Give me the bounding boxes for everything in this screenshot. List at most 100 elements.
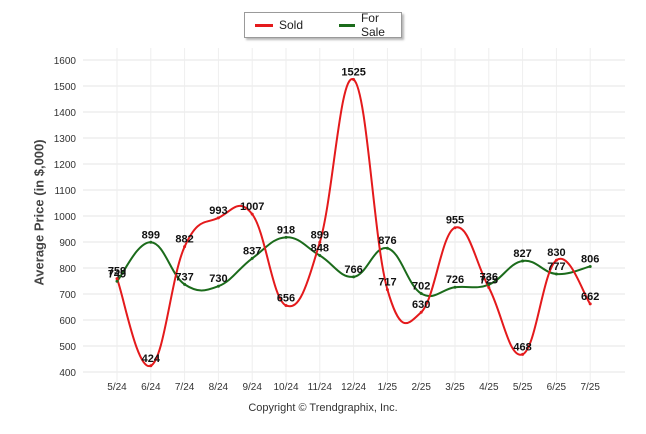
x-tick-label: 9/24: [242, 382, 262, 393]
x-tick-label: 4/25: [479, 382, 499, 393]
data-label-for-sale: 777: [547, 261, 565, 273]
data-label-sold: 1007: [240, 201, 264, 213]
data-label-sold: 717: [378, 277, 396, 289]
data-point-for-sale: [487, 283, 491, 287]
x-tick-label: 5/24: [107, 382, 127, 393]
data-point-for-sale: [318, 254, 322, 258]
data-label-for-sale: 899: [142, 229, 160, 241]
data-point-sold: [216, 216, 220, 220]
data-label-sold: 424: [142, 353, 161, 365]
data-point-for-sale: [183, 282, 187, 286]
legend-item-sold: Sold: [255, 18, 303, 32]
data-point-for-sale: [588, 264, 592, 268]
data-point-for-sale: [284, 235, 288, 239]
data-label-sold: 882: [175, 234, 193, 246]
data-point-sold: [250, 212, 254, 216]
data-point-for-sale: [216, 284, 220, 288]
data-label-for-sale: 702: [412, 280, 430, 292]
data-label-for-sale: 736: [480, 272, 498, 284]
legend-item-for-sale: For Sale: [339, 11, 401, 39]
data-point-for-sale: [115, 279, 119, 283]
y-tick-label: 1100: [54, 186, 76, 197]
data-point-for-sale: [419, 291, 423, 295]
x-tick-label: 8/24: [209, 382, 229, 393]
y-axis-label: Average Price (in $,000): [31, 139, 47, 286]
x-tick-label: 5/25: [513, 382, 533, 393]
data-point-sold: [521, 352, 525, 356]
y-tick-label: 1600: [54, 56, 77, 67]
data-point-sold: [554, 258, 558, 262]
x-tick-label: 3/25: [445, 382, 465, 393]
data-label-sold: 759: [108, 266, 126, 278]
y-tick-label: 600: [59, 316, 76, 327]
data-label-sold: 725: [480, 275, 498, 287]
x-tick-label: 12/24: [341, 382, 366, 393]
data-label-sold: 830: [547, 247, 565, 259]
data-label-for-sale: 730: [209, 273, 227, 285]
data-label-for-sale: 918: [277, 224, 295, 236]
data-point-for-sale: [352, 275, 356, 279]
y-tick-label: 1200: [54, 160, 77, 171]
gridlines: [83, 48, 625, 382]
data-point-sold: [453, 226, 457, 230]
x-tick-label: 2/25: [411, 382, 431, 393]
data-point-sold: [115, 277, 119, 281]
data-point-sold: [588, 302, 592, 306]
data-label-sold: 993: [209, 205, 227, 217]
y-tick-label: 1300: [54, 134, 77, 145]
y-tick-label: 1400: [54, 108, 77, 119]
data-point-sold: [487, 286, 491, 289]
data-point-sold: [284, 303, 288, 307]
legend: Sold For Sale: [244, 11, 402, 39]
x-tick-label: 6/24: [141, 382, 161, 393]
data-label-sold: 1525: [341, 67, 365, 79]
copyright-text: Copyright © Trendgraphix, Inc.: [248, 402, 398, 414]
y-tick-label: 500: [59, 342, 76, 353]
x-tick-label: 10/24: [273, 382, 298, 393]
data-point-for-sale: [385, 246, 389, 250]
data-label-sold: 899: [311, 229, 329, 241]
data-label-sold: 662: [581, 291, 599, 303]
data-label-sold: 630: [412, 299, 430, 311]
data-point-sold: [183, 245, 187, 249]
y-tick-label: 900: [59, 238, 76, 249]
data-point-sold: [352, 78, 356, 81]
data-label-for-sale: 876: [378, 235, 396, 247]
data-point-sold: [419, 310, 423, 314]
legend-swatch-sold: [255, 23, 273, 27]
data-label-for-sale: 749: [108, 268, 126, 280]
data-label-for-sale: 726: [446, 274, 464, 286]
x-tick-label: 7/25: [580, 382, 600, 393]
x-axis-ticks: 5/24 6/24 7/24 8/24 9/24 10/24 11/24 12/24 1/25 2…: [107, 382, 600, 393]
x-tick-label: 11/24: [308, 382, 333, 393]
x-tick-label: 6/25: [547, 382, 567, 393]
y-tick-label: 1000: [54, 212, 77, 223]
data-label-for-sale: 837: [243, 245, 261, 257]
series-points: [115, 78, 592, 368]
data-label-for-sale: 766: [344, 264, 362, 276]
data-label-sold: 656: [277, 292, 295, 304]
data-labels: 759 424 882 993 1007 656 899 1525 717 630 955 725 46…: [108, 67, 600, 365]
y-tick-label: 400: [59, 368, 76, 379]
data-point-for-sale: [554, 272, 558, 276]
y-tick-label: 1500: [54, 82, 77, 93]
data-label-for-sale: 737: [175, 271, 193, 283]
data-point-for-sale: [250, 256, 254, 260]
legend-swatch-for-sale: [339, 23, 355, 27]
y-axis-ticks: 400 500 600 700 800 900 1000 1100 1200 1300 1400 15…: [54, 56, 77, 379]
data-label-for-sale: 827: [513, 248, 531, 260]
legend-label-sold: Sold: [279, 18, 304, 32]
legend-label-for-sale: For Sale: [360, 11, 385, 39]
x-tick-label: 1/25: [378, 382, 398, 393]
data-point-for-sale: [149, 240, 153, 244]
y-tick-label: 700: [59, 290, 76, 301]
data-label-sold: 468: [513, 341, 531, 353]
data-label-sold: 955: [446, 215, 464, 227]
data-label-for-sale: 848: [311, 243, 329, 255]
data-point-sold: [318, 240, 322, 244]
x-tick-label: 7/24: [175, 382, 195, 393]
data-label-for-sale: 806: [581, 253, 599, 265]
data-point-for-sale: [453, 285, 457, 289]
data-point-sold: [149, 364, 153, 368]
